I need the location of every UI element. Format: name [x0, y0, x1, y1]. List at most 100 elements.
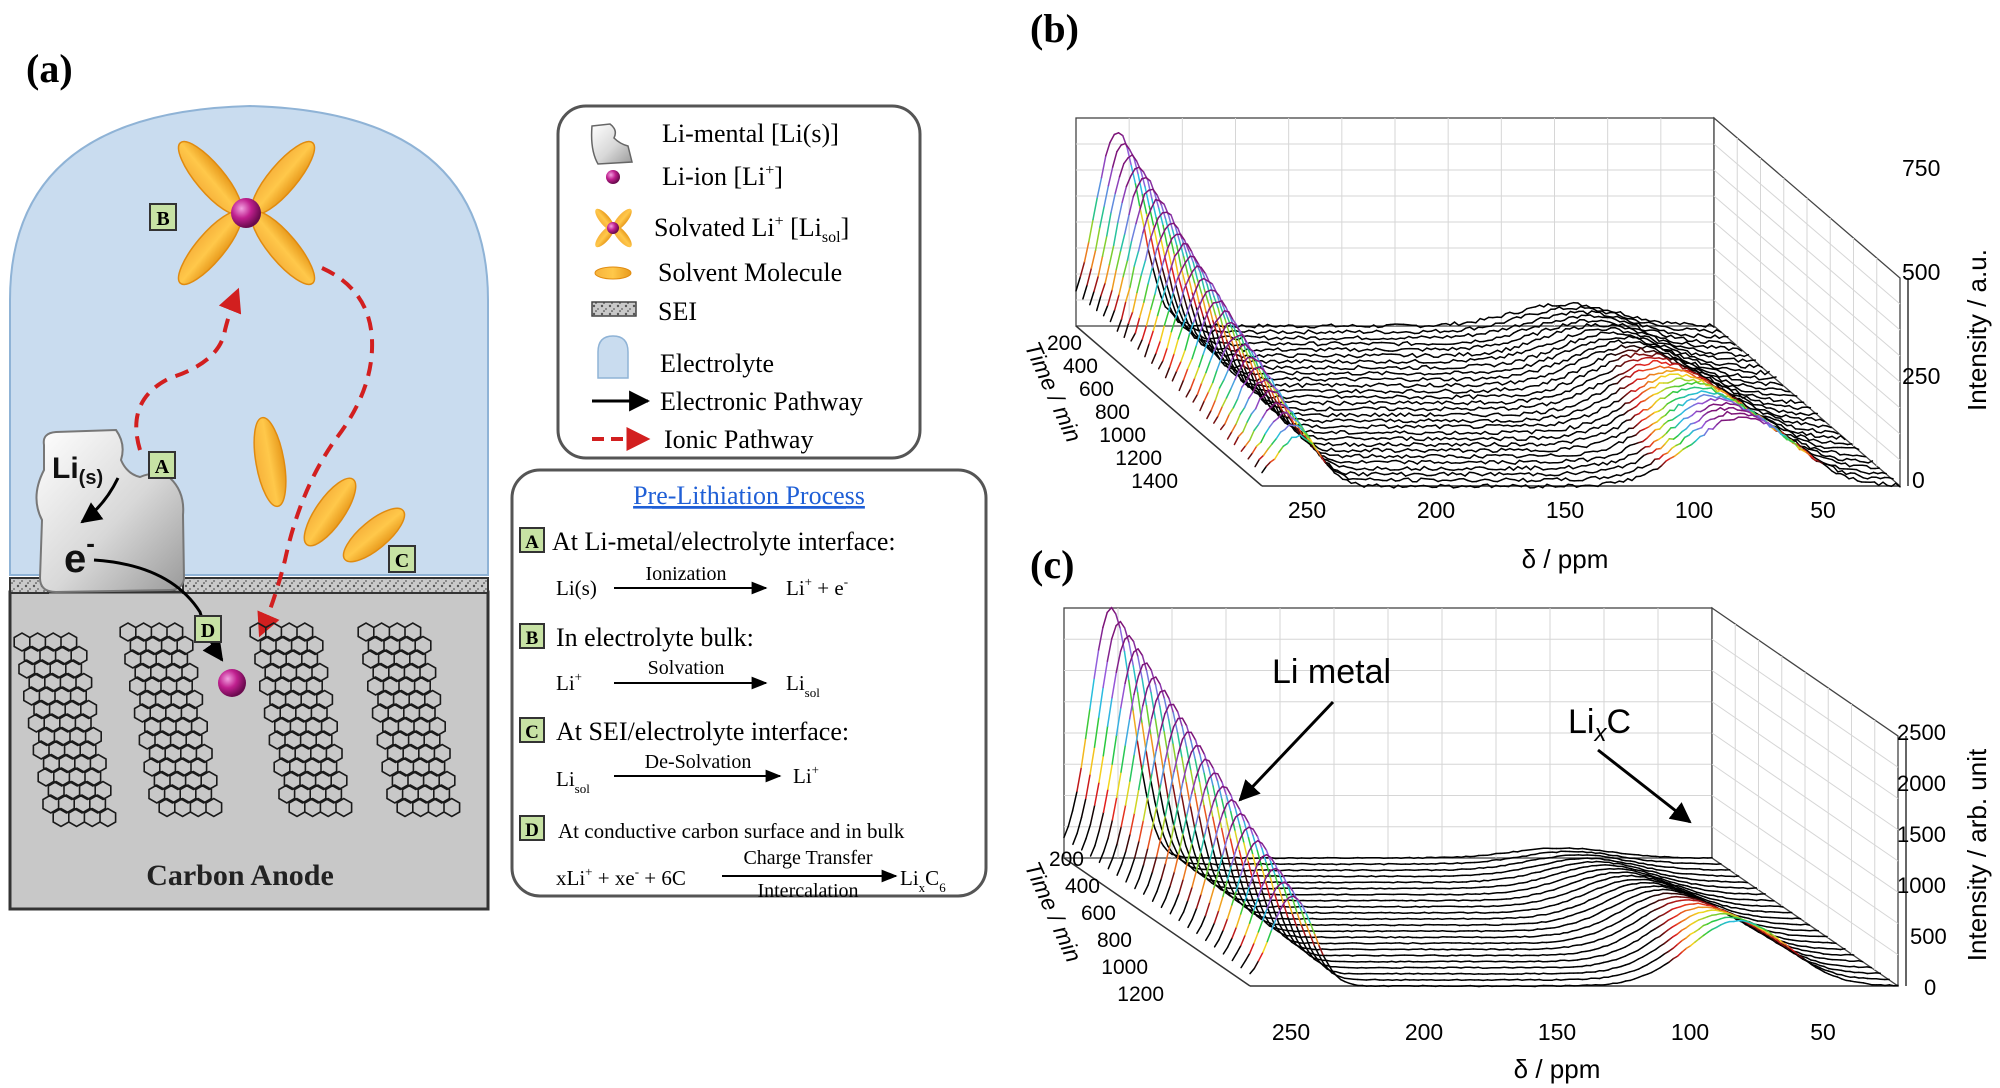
spectrum-segment: [1556, 368, 1563, 373]
spectrum-segment: [1661, 460, 1667, 467]
spectrum-segment: [1180, 261, 1187, 271]
spectrum-segment: [1696, 390, 1703, 395]
spectrum-segment: [1415, 448, 1422, 452]
spectrum-segment: [1243, 397, 1250, 409]
spectrum-segment: [1548, 314, 1555, 319]
spectrum-segment: [1571, 392, 1578, 399]
spectrum-segment: [1888, 476, 1894, 480]
spectrum-segment: [1572, 346, 1579, 350]
spectrum-segment: [1410, 388, 1417, 393]
spectrum-segment: [1371, 329, 1378, 333]
spectrum-segment: [1392, 407, 1399, 412]
spectrum-segment: [1144, 240, 1151, 261]
spectrum-segment: [1420, 353, 1426, 357]
step-c-heading: At SEI/electrolyte interface:: [556, 717, 849, 746]
spectrum-segment: [1308, 440, 1314, 446]
spectrum-segment: [1503, 353, 1510, 359]
spectrum-segment: [1524, 484, 1531, 489]
spectrum-segment: [1269, 382, 1276, 389]
spectrum-segment: [1791, 394, 1798, 397]
spectrum-segment: [1516, 328, 1523, 332]
spectrum-segment: [1256, 376, 1263, 382]
spectrum-segment: [1353, 472, 1360, 477]
spectrum-segment: [1272, 417, 1279, 423]
spectrum-segment: [1875, 476, 1882, 480]
spectrum-segment: [1590, 456, 1597, 460]
spectrum-segment: [1283, 371, 1290, 375]
spectrum-segment: [1364, 448, 1371, 453]
spectrum-segment: [1553, 441, 1560, 445]
spectrum-segment: [1269, 387, 1276, 400]
spectrum-segment: [1518, 477, 1524, 482]
spectrum-segment: [1331, 412, 1338, 417]
spectrum-segment: [1867, 460, 1874, 464]
spectrum-segment: [1198, 277, 1205, 282]
spectrum-segment: [1098, 850, 1105, 864]
spectrum-segment: [1647, 343, 1654, 348]
spectrum-segment: [1436, 466, 1442, 471]
spectrum-segment: [1719, 406, 1726, 411]
spectrum-segment: [1538, 381, 1544, 387]
spectrum-segment: [1279, 353, 1286, 357]
spectrum-segment: [1620, 375, 1627, 380]
spectrum-segment: [1557, 323, 1564, 329]
spectrum-segment: [1561, 312, 1567, 316]
spectrum-segment: [1818, 448, 1824, 453]
spectrum-segment: [1235, 340, 1242, 356]
spectrum-segment: [1198, 353, 1204, 368]
spectrum-segment: [1371, 360, 1378, 364]
spectrum-segment: [1404, 365, 1410, 369]
spectrum-segment: [1582, 457, 1589, 463]
spectrum-segment: [1813, 446, 1820, 451]
spectrum-segment: [1462, 352, 1469, 357]
spectrum-segment: [1469, 454, 1475, 459]
spectrum-segment: [1739, 379, 1746, 383]
spectrum-segment: [1199, 271, 1206, 291]
spectrum-segment: [1384, 359, 1391, 364]
spectrum-segment: [1728, 388, 1735, 395]
spectrum-segment: [1202, 341, 1209, 356]
spectrum-segment: [1673, 354, 1679, 358]
spectrum-segment: [1393, 419, 1400, 423]
spectrum-segment: [1392, 454, 1399, 458]
spectrum-segment: [1351, 402, 1358, 406]
spectrum-segment: [1636, 315, 1643, 321]
spectrum-segment: [1097, 255, 1104, 277]
spectrum-segment: [1601, 380, 1608, 385]
spectrum-segment: [1354, 359, 1361, 364]
spectrum-segment: [1182, 326, 1189, 331]
spectrum-segment: [1586, 310, 1593, 315]
x-tick-label: 50: [1810, 497, 1836, 523]
spectrum-segment: [1276, 391, 1282, 399]
spectrum-segment: [1592, 346, 1599, 350]
spectrum-segment: [1479, 400, 1486, 405]
spectrum-segment: [1508, 466, 1515, 471]
spectrum-segment: [1205, 289, 1212, 293]
spectrum-segment: [1659, 344, 1666, 348]
spectrum-segment: [1277, 347, 1283, 352]
spectrum-segment: [1451, 442, 1457, 447]
spectrum-segment: [1775, 428, 1782, 435]
spectrum-segment: [1295, 407, 1301, 411]
spectrum-segment: [1237, 430, 1244, 438]
spectrum-segment: [1538, 416, 1545, 422]
spectrum-segment: [1420, 431, 1427, 436]
spectrum-segment: [1283, 324, 1290, 328]
spectrum-segment: [1557, 382, 1564, 386]
spectrum-segment: [1634, 352, 1641, 356]
spectrum-segment: [1482, 389, 1489, 394]
spectrum-segment: [1694, 327, 1701, 332]
spectrum-segment: [1800, 421, 1807, 426]
spectrum-segment: [1350, 453, 1356, 458]
spectrum-segment: [1456, 378, 1463, 382]
spectrum-segment: [1446, 335, 1453, 339]
spectrum-segment: [1257, 384, 1264, 395]
spectrum-segment: [1184, 333, 1191, 351]
spectrum-segment: [1343, 430, 1350, 435]
spectrum-segment: [1191, 344, 1198, 360]
legend-sei: SEI: [658, 297, 697, 326]
spectrum-segment: [1372, 466, 1379, 471]
spectrum-segment: [1398, 353, 1405, 358]
spectrum-segment: [1565, 363, 1571, 367]
spectrum-segment: [1321, 389, 1327, 393]
